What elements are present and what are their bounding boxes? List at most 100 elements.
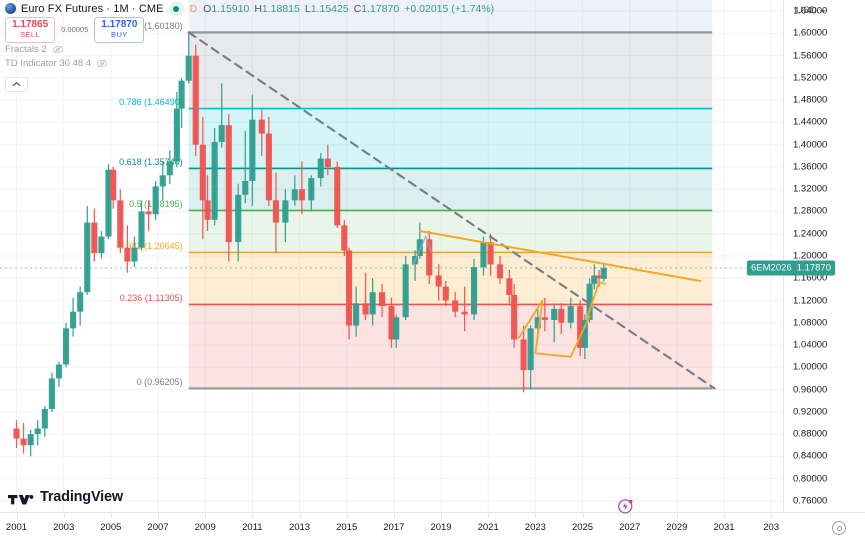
price-axis-tick: 1.04000 [793,339,828,351]
time-tick-mark [393,513,395,518]
indicator-label: TD Indicator 30 48 4 [5,58,92,69]
ohlc-o-value: 1.15910 [211,2,250,15]
price-axis-tick: 0.76000 [793,495,828,507]
time-tick-mark [252,513,254,518]
flash-lightning-icon[interactable] [617,497,635,515]
ohlc-c-key: C [353,2,362,15]
tradingview-logo-icon [8,494,34,504]
time-axis-tick: 2025 [571,522,594,533]
sell-price: 1.17865 [12,19,49,30]
price-axis-tick: 0.84000 [793,450,828,462]
time-axis-tick: 2005 [100,522,122,533]
time-tick-mark [771,513,773,518]
time-axis-tick: 2007 [147,522,169,533]
eye-off-icon[interactable] [96,58,108,69]
time-axis[interactable]: 2001 2003 2005 2007 2009 2011 2013 2015 2017 2019… [0,512,865,543]
time-axis-tick: 2009 [194,522,216,533]
price-axis-tick: 1.24000 [793,228,828,240]
price-axis-tick: 1.52000 [793,72,828,84]
time-axis-tick: 2015 [336,522,358,533]
time-tick-mark [110,513,112,518]
price-axis-tick: 1.16000 [793,272,828,284]
time-tick-container: 2001 2003 2005 2007 2009 2011 2013 2015 2017 2019… [0,513,783,543]
price-axis-tick: 0.80000 [793,473,828,485]
ohlc-l-value: 1.15425 [310,2,349,15]
time-tick-mark [629,513,631,518]
trade-panel: 1.17865 SELL 0.00005 1.17870 BUY [5,17,145,43]
price-axis-tick: 1.28000 [793,205,828,217]
time-axis-tick: 203 [763,522,780,533]
time-axis-tick: 2021 [477,522,499,533]
currency-selector[interactable]: USD [792,3,830,18]
time-axis-tick: 2017 [383,522,405,533]
time-tick-mark [582,513,584,518]
time-tick-mark [16,513,18,518]
tradingview-branding: TradingView [8,489,123,505]
pattern-drawing[interactable] [412,234,433,267]
indicator-row-fractals[interactable]: Fractals 2 [5,44,108,55]
price-axis-tick: 1.60000 [793,27,828,39]
chart-pane[interactable]: 1 (1.60180) 0.786 (1.46490) 0.618 (1.35740… [0,0,783,512]
time-axis-tick: 2011 [242,522,263,533]
price-axis-tick: 0.88000 [793,428,828,440]
fib-level-label: 0.382 (1.20645) [119,241,183,251]
time-axis-tick: 2019 [430,522,452,533]
price-axis-tick: 1.36000 [793,161,828,173]
chart-canvas[interactable]: 1 (1.60180) 0.786 (1.46490) 0.618 (1.35740… [0,0,783,512]
price-axis-tick: 1.40000 [793,139,828,151]
fib-level-label: 0.618 (1.35740) [119,157,183,167]
time-axis-tick: 2013 [288,522,311,533]
buy-price: 1.17870 [101,19,138,30]
market-status-dot-icon[interactable] [168,1,184,16]
eye-off-icon[interactable] [52,44,64,55]
indicator-label: Fractals 2 [5,44,47,55]
sell-button[interactable]: 1.17865 SELL [5,17,56,43]
price-axis-tick: 1.12000 [793,295,828,307]
price-axis-tick: 1.56000 [793,50,828,62]
price-axis-tick: 1.44000 [793,116,828,128]
ohlc-c-value: 1.17870 [361,2,400,15]
badge-ticker: 6EM2026 [751,262,792,274]
candlestick-series [13,32,607,457]
interval-marker[interactable]: D [189,2,198,15]
time-axis-tick: 2029 [666,522,688,533]
ohlc-values: O1.15910 H1.18815 L1.15425 C1.17870 +0.0… [203,3,494,15]
price-axis-tick: 1.64000 [793,5,828,17]
buy-button[interactable]: 1.17870 BUY [94,17,145,43]
price-axis-tick: 1.20000 [793,250,828,262]
time-tick-mark [676,513,678,518]
ohlc-h-key: H [254,2,262,15]
time-tick-mark [346,513,348,518]
current-price-badge[interactable]: 6EM2026 1.17870 [747,260,836,276]
chevron-up-icon [12,81,21,87]
trendline[interactable] [187,31,716,390]
fib-level-label: 0.236 (1.11305) [120,293,183,303]
time-tick-mark [724,513,726,518]
pattern-drawing[interactable] [517,299,591,358]
chart-legend-header: Euro FX Futures · 1M · CME D O1.15910 H1… [0,0,865,17]
axis-settings-button[interactable] [832,521,846,535]
time-tick-mark [205,513,207,518]
price-axis[interactable]: USD 1.64000 1.60000 1.56000 1.52000 1.48000 1… [747,0,865,512]
symbol-title[interactable]: Euro FX Futures · 1M · CME [21,2,164,15]
time-tick-mark [441,513,443,518]
pattern-drawing[interactable] [586,281,606,319]
ohlc-l-key: L [304,2,311,15]
spread-value: 0.00005 [61,25,89,35]
time-tick-mark [63,513,65,518]
collapse-legend-button[interactable] [5,77,28,92]
price-axis-tick: 1.32000 [793,183,828,195]
indicator-legend: Fractals 2 TD Indicator 30 48 4 [5,44,108,92]
ohlc-h-value: 1.18815 [261,2,300,15]
price-axis-tick: 1.08000 [793,317,828,329]
ohlc-change: +0.02015 (+1.74%) [404,2,495,15]
price-axis-tick: 1.00000 [793,361,828,373]
time-axis-tick: 2023 [524,522,546,533]
indicator-row-td-indicator[interactable]: TD Indicator 30 48 4 [5,58,108,69]
price-axis-tick: 1.48000 [793,94,828,106]
badge-price: 1.17870 [796,262,832,274]
time-tick-mark [299,513,301,518]
trendline[interactable] [418,230,702,282]
ohlc-o-key: O [203,2,212,15]
